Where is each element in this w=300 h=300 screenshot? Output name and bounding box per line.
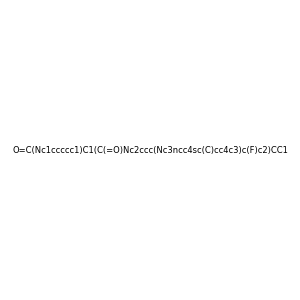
- Text: O=C(Nc1ccccc1)C1(C(=O)Nc2ccc(Nc3ncc4sc(C)cc4c3)c(F)c2)CC1: O=C(Nc1ccccc1)C1(C(=O)Nc2ccc(Nc3ncc4sc(C…: [12, 146, 288, 154]
